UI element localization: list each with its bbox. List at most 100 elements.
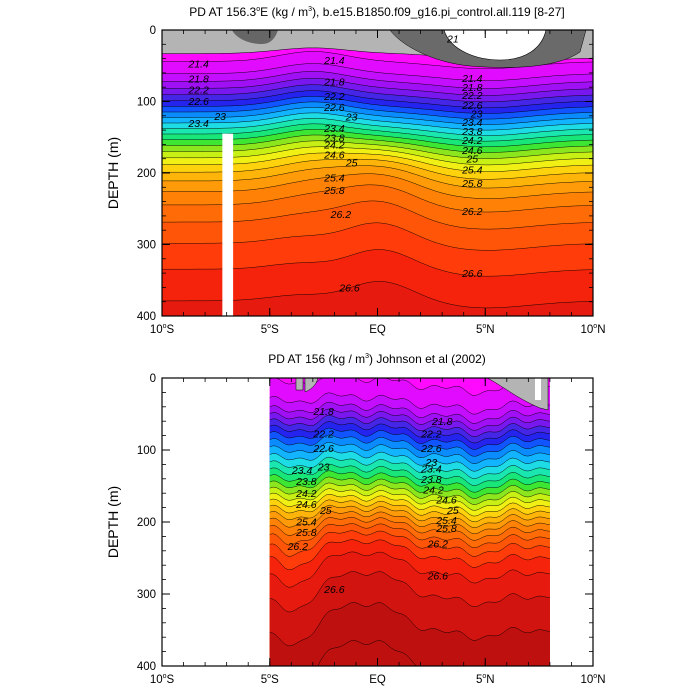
contour-line [162,140,593,159]
title-degree: o [256,6,260,13]
contour-label: 22.2 [323,91,345,103]
contour-label: 23 [213,111,226,123]
contour-label: 25.4 [323,172,345,184]
contour-label: 23 [345,112,358,124]
contour-line [269,449,550,472]
contour-label: 24.2 [323,139,345,151]
contour-line [269,499,550,523]
y-tick-label: 0 [150,25,156,37]
contour-label: 25 [345,157,358,169]
contour-label: 26.2 [330,209,352,221]
contour-line [162,63,593,81]
title-tail: ) Johnson et al (2002) [369,352,486,366]
contour-label: 21.4 [323,55,345,67]
contour-line [162,173,593,199]
contour-label: 23.8 [295,476,317,488]
y-axis-label: DEPTH (m) [105,486,121,558]
contour-line [269,415,550,437]
x-tick-label: EQ [369,674,386,686]
y-tick-label: 400 [137,661,156,673]
x-tick-label: EQ [369,324,386,336]
contour-label: 23.8 [461,126,483,138]
chart-observed: PD AT 156 (kg / m3) Johnson et al (2002)… [105,352,606,686]
contour-band [162,281,593,316]
x-tick-label: 10oS [150,673,175,686]
contour-line [162,152,593,172]
contour-line [269,482,550,505]
contour-line [162,96,593,114]
title-tail: ), b.e15.B1850.f09_g16.pi_control.all.11… [312,5,565,19]
contour-field [162,30,593,316]
contour-label: 21.4 [187,59,209,71]
contour-label: 25.4 [461,164,483,176]
contour-line [269,463,550,486]
contour-line [162,281,593,309]
x-tick-label: 5oS [261,323,279,336]
axes: 10oS 5oS EQ 5oN 10oN 0 100 200 300 400 [137,25,606,336]
chart-title: PD AT 156 (kg / m3) Johnson et al (2002) [268,352,486,366]
contour-line [162,84,593,103]
contour-label: 22.6 [420,443,442,455]
contour-label: 24.6 [295,499,317,511]
contour-label: 23.8 [323,132,345,144]
contour-field [269,378,550,666]
contour-label: 26.6 [461,268,483,280]
contour-label: 23 [470,109,483,121]
contour-line [269,493,550,517]
contour-label: 21.8 [187,74,209,86]
dark-patch [232,30,278,44]
title-sup: 3 [308,6,312,13]
contour-label: 21.8 [431,416,453,428]
contour-line [317,640,513,666]
chart-title: PD AT 156.3oE (kg / m3), b.e15.B1850.f09… [189,5,564,19]
surface-mask [486,378,549,411]
contour-line [162,249,593,277]
contour-band [317,640,513,666]
contour-line [269,434,550,457]
x-tick-label: 5oN [476,323,495,336]
contour-line [269,427,550,450]
contour-line [269,470,550,493]
contour-line [269,517,550,541]
contour-label: 25.8 [295,527,317,539]
contour-line [269,421,550,444]
contour-label: 24.2 [295,488,317,500]
contour-line [162,107,593,125]
contour-line [269,602,550,647]
contour-label: 25 [319,505,332,517]
y-tick-label: 300 [137,240,156,252]
contour-label: 23.4 [461,117,483,129]
x-tick-label: 10oN [580,323,605,336]
contour-line [269,476,550,499]
axes: 10oS 5oS EQ 5oN 10oN 0 100 200 300 400 [137,373,606,686]
contour-label: 26.2 [427,539,449,551]
contour-label: 22.6 [312,443,334,455]
contour-line [162,146,593,166]
contour-label: 23.4 [323,123,345,135]
contour-line [162,71,593,89]
contour-labels: 21.421.822.222.62323.421.421.822.222.623… [187,34,482,295]
contour-label: 23.4 [420,464,442,476]
title-sup: 3 [365,353,369,360]
contour-label: 26.6 [427,570,449,582]
contour-label: 25.4 [435,515,457,527]
contour-line [269,571,550,613]
contour-line [162,123,593,142]
surface-mask [295,378,304,391]
contour-line [162,200,593,230]
missing-column [535,378,541,400]
contour-label: 25.8 [435,523,457,535]
contour-label: 23 [317,462,330,474]
contour-line [269,408,550,431]
contour-label: 21 [446,34,459,46]
contour-label: 21.4 [461,73,483,85]
contour-label: 26.2 [287,541,309,553]
contour-line [269,530,550,557]
x-tick-label: 10oS [150,323,175,336]
contour-line [269,488,550,511]
contour-label: 26.6 [338,282,360,294]
y-tick-label: 200 [137,168,156,180]
contour-line [162,90,593,109]
contour-line [269,392,550,415]
